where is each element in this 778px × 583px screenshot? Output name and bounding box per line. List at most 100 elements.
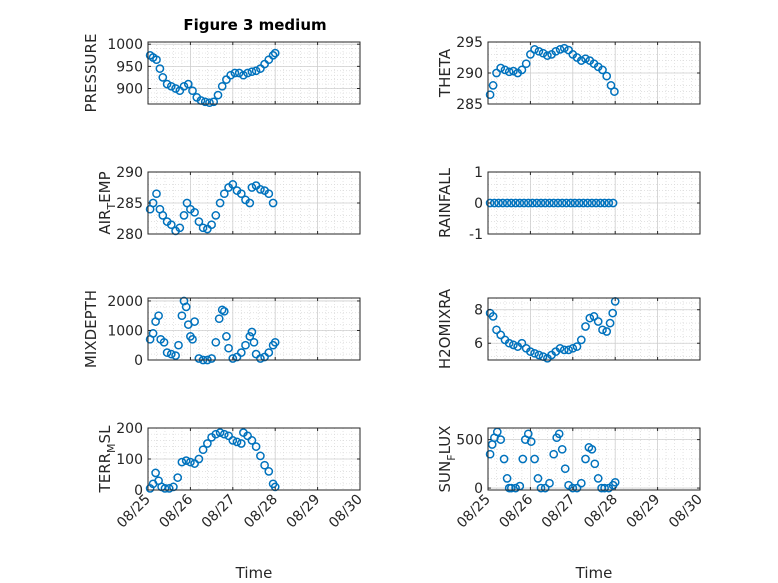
- data-point: [198, 223, 208, 233]
- data-point: [249, 337, 259, 347]
- data-point: [203, 439, 212, 448]
- data-point: [181, 456, 191, 465]
- data-point: [245, 198, 255, 208]
- data-point: [540, 198, 550, 208]
- data-point: [241, 340, 250, 350]
- data-point: [155, 64, 165, 73]
- data-point: [247, 327, 257, 337]
- x-axis-label: Time: [235, 564, 273, 582]
- data-point: [186, 457, 195, 467]
- data-point: [171, 351, 180, 360]
- data-point: [485, 90, 495, 100]
- data-point: [488, 312, 498, 321]
- data-point: [264, 55, 274, 65]
- x-tick-label: 08/27: [199, 492, 239, 532]
- data-point: [207, 354, 216, 363]
- x-tick-label: 08/29: [624, 492, 664, 532]
- y-tick-label: 950: [116, 59, 143, 75]
- y-axis-label: RAINFALL: [436, 167, 454, 238]
- data-point: [245, 332, 255, 341]
- data-point: [526, 347, 535, 356]
- data-point: [536, 198, 546, 208]
- y-tick-label: 290: [116, 165, 143, 181]
- y-tick-label: 295: [456, 35, 483, 51]
- data-point: [158, 211, 168, 220]
- data-point: [496, 435, 506, 444]
- y-axis-label: PRESSURE: [82, 34, 100, 113]
- y-tick-label: 280: [116, 227, 143, 243]
- y-tick-label: 0: [134, 353, 143, 369]
- y-axis-label: THETA: [436, 48, 454, 98]
- data-point: [190, 207, 199, 217]
- data-point: [562, 198, 571, 208]
- data-point: [576, 478, 586, 488]
- y-axis-label: AIRTEMP: [96, 171, 118, 234]
- data-point: [485, 449, 495, 459]
- data-point: [270, 48, 280, 58]
- data-point: [533, 474, 543, 483]
- y-tick-label: 285: [116, 196, 143, 212]
- x-tick-label: 08/28: [241, 492, 281, 532]
- data-point: [194, 354, 204, 363]
- y-tick-label: 200: [116, 421, 143, 437]
- data-point: [511, 483, 520, 493]
- data-point: [600, 483, 609, 493]
- data-point: [154, 311, 163, 321]
- data-point: [213, 90, 223, 100]
- data-point: [518, 454, 528, 464]
- data-point: [256, 185, 265, 194]
- data-point: [604, 198, 614, 208]
- data-point: [538, 48, 548, 58]
- data-point: [160, 484, 170, 493]
- data-point: [492, 68, 501, 78]
- data-point: [534, 350, 544, 360]
- data-point: [236, 348, 246, 357]
- data-point: [608, 198, 618, 208]
- data-point: [226, 70, 236, 80]
- data-point: [515, 198, 525, 208]
- data-point: [264, 348, 274, 357]
- subplot-5: 0 1000 2000 MIXDEPTH: [82, 290, 361, 369]
- data-point: [600, 198, 609, 208]
- figure-title: Figure 3 medium: [183, 16, 326, 34]
- data-point: [543, 51, 552, 60]
- data-point: [158, 73, 168, 82]
- data-point: [222, 75, 231, 84]
- data-point: [251, 66, 261, 76]
- data-point: [557, 198, 567, 208]
- data-point: [148, 329, 158, 338]
- data-point: [523, 429, 533, 439]
- data-point: [211, 337, 221, 347]
- data-point: [523, 198, 533, 208]
- data-point: [159, 337, 169, 347]
- y-tick-label: 0: [134, 483, 143, 499]
- data-point: [511, 198, 520, 208]
- data-point: [211, 429, 221, 439]
- data-point: [190, 459, 199, 468]
- data-point: [243, 68, 252, 78]
- x-tick-label: 08/30: [326, 492, 366, 532]
- data-point: [251, 442, 261, 451]
- data-point: [496, 330, 506, 340]
- subplot-1: 900 950 1000 PRESSURE: [82, 34, 361, 113]
- data-point: [560, 464, 570, 474]
- data-point: [228, 436, 238, 445]
- data-point: [498, 198, 508, 208]
- x-tick-label: 08/29: [284, 492, 324, 532]
- y-tick-label: 8: [474, 303, 483, 319]
- x-tick-label: 08/25: [454, 492, 494, 532]
- data-point: [528, 198, 537, 208]
- data-point: [485, 198, 495, 208]
- data-point: [587, 444, 597, 454]
- data-point: [209, 97, 219, 107]
- axes-box: [147, 297, 361, 361]
- data-point: [162, 348, 172, 357]
- data-point: [166, 81, 176, 91]
- data-point: [574, 198, 584, 208]
- data-point: [500, 65, 510, 75]
- y-tick-label: 0: [474, 481, 483, 497]
- y-tick-label: 6: [474, 336, 483, 352]
- data-point: [526, 50, 535, 59]
